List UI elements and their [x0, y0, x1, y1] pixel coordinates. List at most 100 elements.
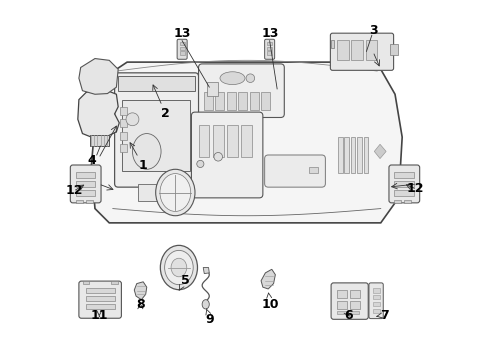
Bar — [337, 40, 348, 60]
Bar — [180, 42, 185, 45]
Text: 13: 13 — [174, 27, 191, 40]
Text: 9: 9 — [206, 309, 214, 326]
Bar — [267, 42, 272, 45]
Bar — [261, 93, 270, 111]
FancyBboxPatch shape — [115, 73, 198, 187]
FancyBboxPatch shape — [265, 39, 275, 59]
Ellipse shape — [197, 160, 204, 167]
FancyBboxPatch shape — [198, 64, 284, 117]
Bar — [75, 190, 96, 196]
Bar — [394, 181, 414, 187]
Ellipse shape — [160, 174, 191, 211]
FancyBboxPatch shape — [389, 165, 419, 203]
FancyBboxPatch shape — [79, 281, 122, 318]
Ellipse shape — [165, 250, 193, 285]
Bar — [364, 137, 368, 173]
Bar — [351, 137, 355, 173]
Ellipse shape — [160, 246, 197, 290]
Bar — [120, 119, 127, 127]
Polygon shape — [261, 269, 275, 289]
Bar — [227, 93, 236, 111]
Bar — [238, 93, 247, 111]
Bar — [357, 137, 362, 173]
Text: 7: 7 — [377, 309, 389, 321]
Bar — [337, 290, 347, 298]
Bar — [331, 40, 334, 48]
Bar — [204, 93, 213, 111]
Bar — [86, 296, 115, 301]
Bar — [344, 137, 349, 173]
Bar — [86, 200, 93, 203]
Ellipse shape — [220, 72, 245, 85]
Bar — [120, 107, 127, 114]
FancyBboxPatch shape — [369, 283, 383, 319]
Text: 13: 13 — [261, 27, 279, 40]
Ellipse shape — [126, 113, 139, 126]
Polygon shape — [134, 282, 147, 300]
Bar — [350, 301, 360, 309]
Bar — [372, 309, 380, 313]
Ellipse shape — [246, 74, 255, 82]
Bar — [267, 47, 272, 50]
Ellipse shape — [202, 300, 209, 309]
Bar — [390, 44, 397, 55]
Bar — [394, 190, 414, 196]
Bar — [111, 281, 118, 284]
Text: 10: 10 — [261, 293, 279, 311]
Bar — [207, 82, 218, 96]
FancyBboxPatch shape — [192, 112, 263, 198]
Bar — [337, 311, 359, 314]
Polygon shape — [203, 267, 209, 274]
Text: 5: 5 — [179, 274, 189, 291]
Bar — [86, 303, 115, 309]
Bar — [351, 40, 363, 60]
FancyBboxPatch shape — [265, 155, 325, 187]
Bar — [86, 288, 115, 293]
Text: 12: 12 — [66, 184, 84, 197]
Polygon shape — [138, 184, 163, 202]
Polygon shape — [79, 59, 118, 94]
FancyBboxPatch shape — [71, 165, 101, 203]
FancyBboxPatch shape — [331, 283, 368, 319]
Bar — [372, 302, 380, 306]
Ellipse shape — [156, 169, 195, 216]
Bar — [75, 172, 96, 178]
Ellipse shape — [132, 134, 161, 169]
Bar — [404, 200, 412, 203]
Bar — [75, 181, 96, 187]
Bar — [366, 40, 377, 60]
FancyBboxPatch shape — [330, 33, 393, 70]
Text: 8: 8 — [136, 298, 145, 311]
Bar — [394, 172, 414, 178]
Text: 2: 2 — [153, 85, 170, 120]
Bar — [337, 301, 347, 309]
Bar — [120, 144, 127, 152]
Text: 4: 4 — [88, 154, 97, 167]
Text: 6: 6 — [344, 309, 353, 321]
Text: 1: 1 — [130, 143, 147, 172]
Bar — [75, 200, 83, 203]
Bar — [118, 76, 195, 91]
Bar — [249, 93, 259, 111]
Bar — [122, 100, 190, 171]
Ellipse shape — [214, 153, 222, 161]
Polygon shape — [92, 62, 402, 223]
Text: 11: 11 — [91, 309, 108, 321]
Bar — [90, 135, 109, 146]
FancyBboxPatch shape — [177, 39, 187, 59]
Bar — [198, 125, 209, 157]
Text: 3: 3 — [369, 24, 378, 37]
Bar — [309, 167, 318, 173]
Polygon shape — [374, 144, 386, 158]
Bar — [215, 93, 224, 111]
Bar — [120, 132, 127, 140]
Bar — [213, 125, 223, 157]
Bar — [180, 47, 185, 50]
Bar — [350, 290, 360, 298]
Bar — [267, 51, 272, 55]
Bar — [372, 288, 380, 293]
Ellipse shape — [171, 258, 187, 277]
Polygon shape — [78, 89, 119, 138]
Bar — [227, 125, 238, 157]
Bar — [242, 125, 252, 157]
